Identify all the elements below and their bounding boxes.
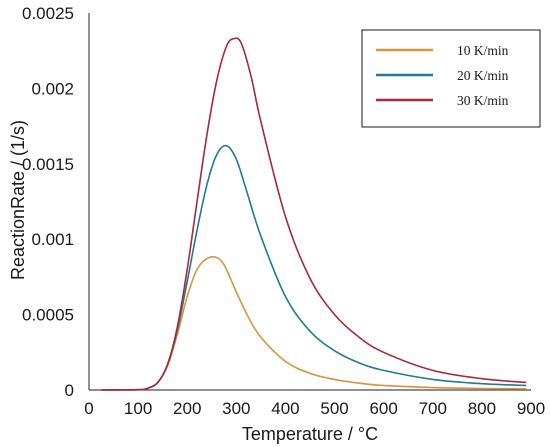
x-tick-label: 500 xyxy=(320,399,348,418)
x-tick-label: 900 xyxy=(517,399,545,418)
y-tick-label: 0 xyxy=(65,381,74,400)
series-line-2 xyxy=(101,144,527,391)
x-tick-label: 200 xyxy=(173,399,201,418)
x-tick-label: 800 xyxy=(468,399,496,418)
x-tick-label: 300 xyxy=(222,399,250,418)
legend: 10 K/min 20 K/min 30 K/min xyxy=(361,29,541,128)
axes xyxy=(88,13,531,391)
x-tick-label: 0 xyxy=(84,399,93,418)
y-tick-label: 0.001 xyxy=(31,230,74,249)
x-axis-label: Temperature / °C xyxy=(242,424,378,444)
y-tick-label: 0.0005 xyxy=(22,306,74,325)
y-tick-label: 0.0025 xyxy=(22,4,74,23)
x-tick-label: 600 xyxy=(369,399,397,418)
x-tick-label: 100 xyxy=(124,399,152,418)
series-line-3 xyxy=(101,37,527,391)
legend-label: 30 K/min xyxy=(457,93,509,108)
x-tick-label: 700 xyxy=(419,399,447,418)
y-tick-label: 0.002 xyxy=(31,79,74,98)
plot-area xyxy=(101,37,527,391)
y-tick-labels: 0 0.0005 0.001 0.0015 0.002 0.0025 xyxy=(22,4,74,400)
x-tick-labels: 0 100 200 300 400 500 600 700 800 900 xyxy=(84,399,545,418)
legend-label: 10 K/min xyxy=(457,43,509,58)
y-tick-label: 0.0015 xyxy=(22,155,74,174)
x-tick-label: 400 xyxy=(271,399,299,418)
legend-label: 20 K/min xyxy=(457,68,509,83)
legend-box xyxy=(361,29,541,128)
y-axis-label: ReactionRate / (1/s) xyxy=(8,120,28,280)
